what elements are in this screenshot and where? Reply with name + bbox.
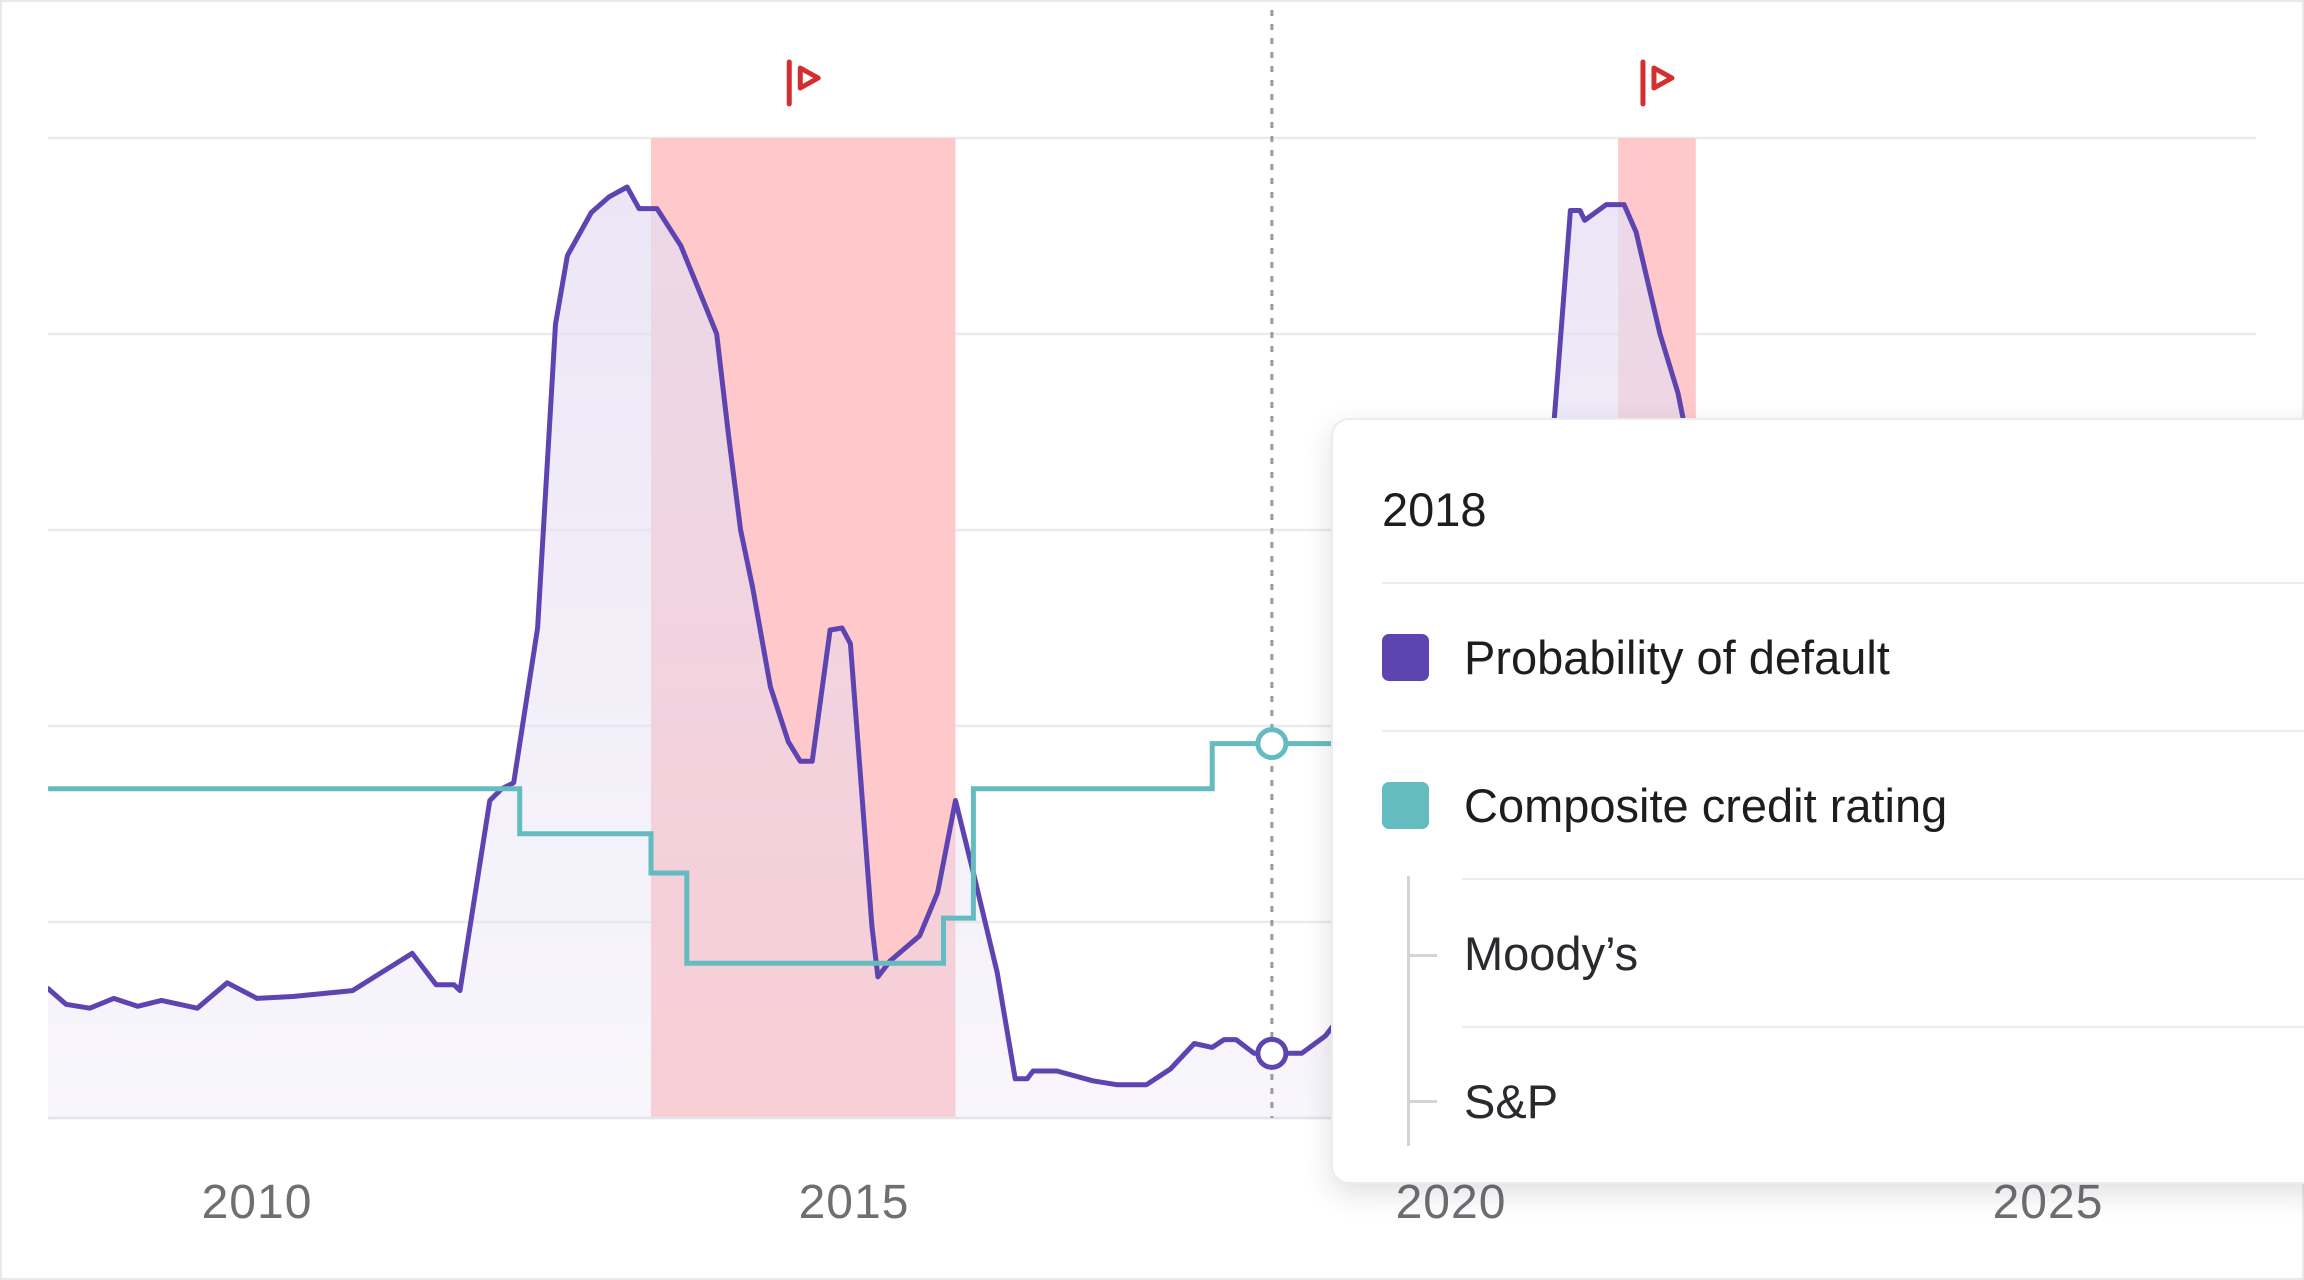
tooltip-label-composite: Composite credit rating xyxy=(1464,779,1948,832)
tooltip-row-probability[interactable]: Probability of default xyxy=(1382,582,2304,731)
probability-swatch xyxy=(1382,634,1429,681)
tooltip-row-composite[interactable]: Composite credit rating xyxy=(1382,730,2304,879)
x-tick-label-2010: 2010 xyxy=(202,1176,313,1229)
crosshair-marker-0 xyxy=(1255,727,1289,761)
tooltip-panel: 2018 Probability of default Composite cr… xyxy=(1331,418,2304,1184)
tooltip-label-probability: Probability of default xyxy=(1464,631,1890,684)
flag-pennant xyxy=(797,65,821,91)
flag-icon xyxy=(1640,59,1675,107)
tree-branch-moodys xyxy=(1407,954,1437,957)
composite-rating-line xyxy=(48,741,2251,966)
flag-icon xyxy=(786,59,821,107)
x-tick-label-2020: 2020 xyxy=(1396,1176,1507,1229)
composite-swatch xyxy=(1382,782,1429,829)
tooltip-label-sp: S&P xyxy=(1464,1075,1559,1128)
flag-pennant xyxy=(1651,65,1675,91)
tooltip-subrow-sp[interactable]: S&P xyxy=(1462,1026,2304,1175)
probability-line xyxy=(48,184,2254,1088)
tooltip-subrow-moodys[interactable]: Moody’s xyxy=(1462,878,2304,1027)
crosshair-marker-1 xyxy=(1255,1036,1289,1070)
tooltip-label-moodys: Moody’s xyxy=(1464,927,1639,980)
x-tick-label-2015: 2015 xyxy=(799,1176,910,1229)
crosshair xyxy=(1255,10,1289,1118)
tree-connector xyxy=(1407,876,1410,1146)
x-tick-label-2025: 2025 xyxy=(1993,1176,2104,1229)
tree-branch-sp xyxy=(1407,1100,1437,1103)
x-axis-ticks: 2010 2015 2020 2025 xyxy=(202,1176,2104,1229)
tooltip-title: 2018 xyxy=(1382,483,1487,536)
